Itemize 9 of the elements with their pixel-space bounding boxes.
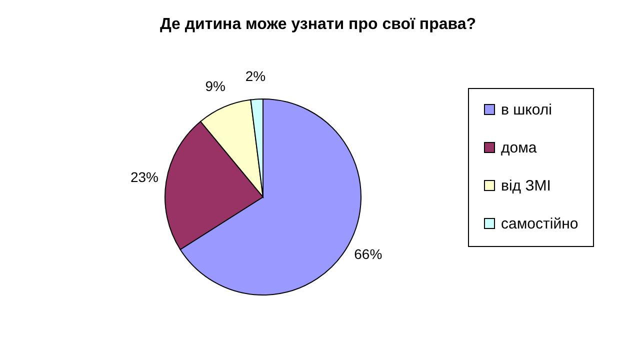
data-label: 2% <box>245 68 266 84</box>
data-label: 23% <box>130 169 158 186</box>
legend-label: самостійно <box>501 216 578 232</box>
legend-label: дома <box>501 140 538 156</box>
chart-title: Де дитина може узнати про свої права? <box>160 16 476 33</box>
legend-label: від ЗМІ <box>501 178 551 194</box>
data-label: 66% <box>354 246 382 262</box>
data-label: 9% <box>205 78 226 94</box>
legend-label: в школі <box>501 102 552 118</box>
